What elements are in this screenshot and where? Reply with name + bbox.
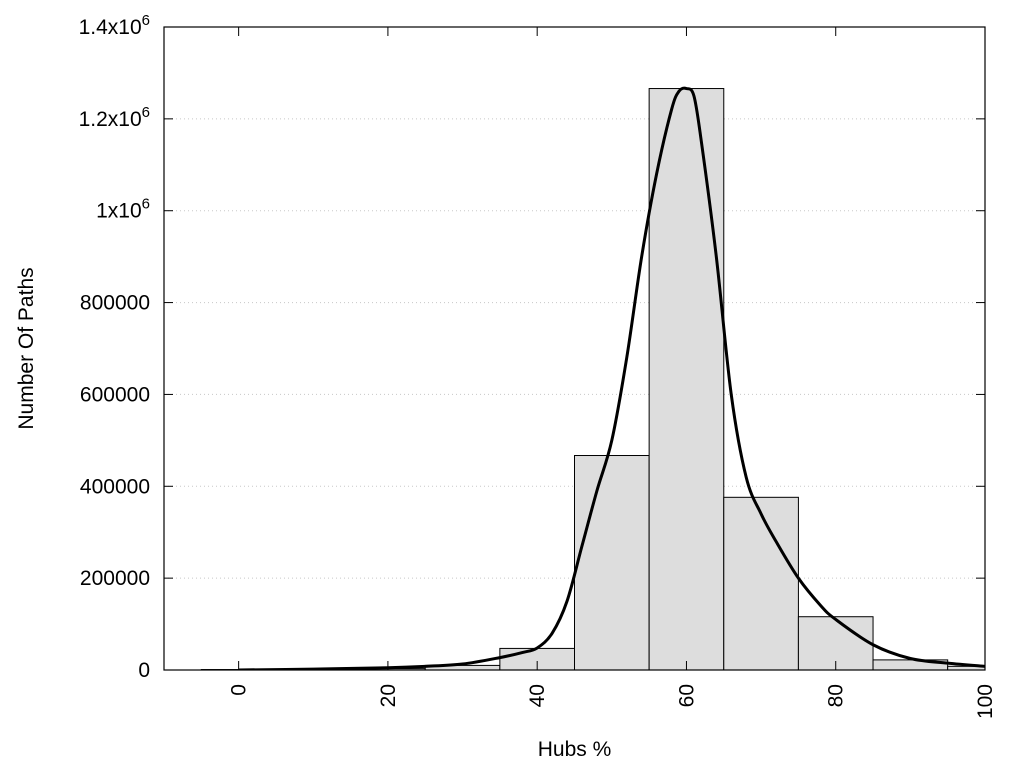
y-tick-labels: 02000004000006000008000001x1061.2x1061.4… [79,12,150,682]
histogram-bars [200,88,985,670]
x-tick-label-40: 40 [526,684,549,707]
y-axis-title: Number Of Paths [15,267,38,429]
y-tick-label-6: 1.2x106 [79,104,150,131]
y-tick-label-4: 800000 [80,292,150,315]
bar-50 [574,455,650,670]
y-tick-label-exp: 6 [142,196,150,213]
x-tick-label-80: 80 [825,684,848,707]
bar-100 [947,665,985,670]
y-tick-label-base: 0 [138,659,150,682]
x-tick-label-20: 20 [377,684,400,707]
y-tick-label-2: 400000 [80,475,150,498]
y-tick-label-7: 1.4x106 [79,12,150,39]
fit-curve [238,86,985,670]
y-tick-label-base: 600000 [80,383,150,406]
y-tick-label-base: 1.4x10 [79,16,142,39]
plot-area-frame [163,26,986,671]
y-tick-label-base: 1.2x10 [79,108,142,131]
x-tick-labels: 0 20 40 60 80 100 [228,684,997,719]
y-tick-label-base: 200000 [80,567,150,590]
y-tick-label-base: 800000 [80,292,150,315]
axis-ticks [164,26,986,671]
fit-curve-layer [238,86,985,670]
y-tick-label-base: 1x10 [96,200,142,223]
y-tick-label-3: 600000 [80,383,150,406]
y-tick-label-base: 400000 [80,475,150,498]
y-tick-label-5: 1x106 [96,196,150,223]
x-tick-label-60: 60 [675,684,698,707]
y-tick-label-exp: 6 [142,12,150,29]
x-tick-label-0: 0 [228,684,251,696]
bar-70 [723,496,799,670]
x-axis-title: Hubs % [538,738,612,761]
x-tick-label-100: 100 [974,684,997,719]
y-tick-label-1: 200000 [80,567,150,590]
y-tick-label-exp: 6 [142,104,150,121]
y-tick-label-0: 0 [138,659,150,682]
bar-60 [648,88,725,670]
grid-lines [164,118,985,579]
